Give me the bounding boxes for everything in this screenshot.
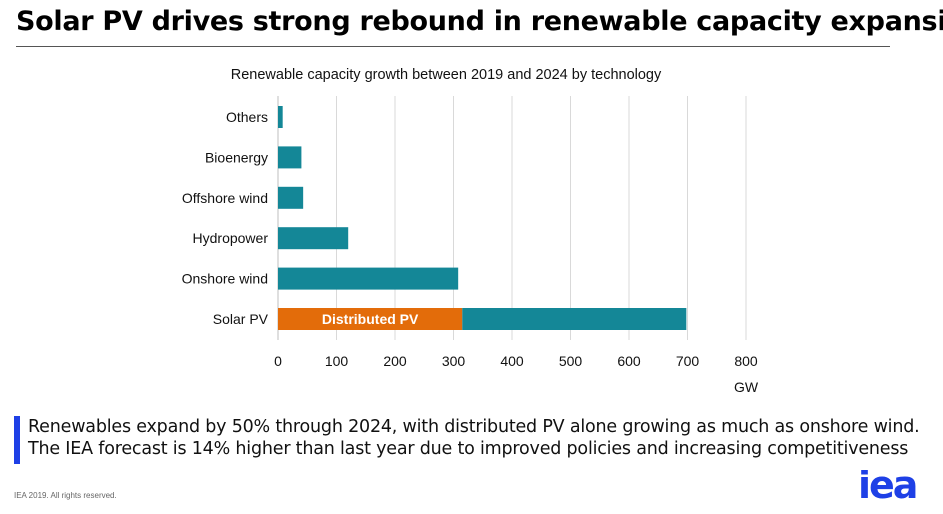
- bar-bioenergy-series-1: [278, 146, 302, 169]
- iea-logo: iea: [858, 470, 918, 502]
- x-tick-label: 300: [442, 353, 466, 369]
- title-divider: [16, 46, 890, 47]
- caption-callout: Renewables expand by 50% through 2024, w…: [14, 416, 920, 464]
- caption-line-1: Renewables expand by 50% through 2024, w…: [28, 417, 920, 437]
- category-label: Others: [226, 109, 268, 125]
- caption-line-2: The IEA forecast is 14% higher than last…: [28, 439, 909, 459]
- chart-title: Renewable capacity growth between 2019 a…: [231, 67, 662, 83]
- category-label: Onshore wind: [182, 271, 268, 287]
- x-axis-label: GW: [734, 379, 759, 395]
- bar-offshore-wind-series-1: [278, 186, 304, 209]
- logo-text: iea: [858, 470, 916, 502]
- copyright-note: IEA 2019. All rights reserved.: [14, 491, 117, 500]
- category-label: Offshore wind: [182, 190, 268, 206]
- bar-solar-pv-series-0: [278, 308, 463, 330]
- x-tick-label: 200: [383, 353, 407, 369]
- bar-annotation: Distributed PV: [322, 311, 419, 327]
- bar-others-series-1: [278, 106, 283, 128]
- category-label: Hydropower: [193, 230, 269, 246]
- x-tick-label: 800: [734, 353, 758, 369]
- category-label: Solar PV: [213, 311, 269, 327]
- x-tick-label: 0: [274, 353, 282, 369]
- category-label: Bioenergy: [205, 149, 268, 165]
- bar-chart: Renewable capacity growth between 2019 a…: [182, 67, 759, 395]
- x-tick-label: 700: [676, 353, 700, 369]
- bar-onshore-wind-series-1: [278, 267, 459, 290]
- bar-solar-pv-series-1: [462, 308, 687, 330]
- x-tick-label: 600: [617, 353, 641, 369]
- x-tick-label: 400: [500, 353, 524, 369]
- page-title: Solar PV drives strong rebound in renewa…: [16, 6, 943, 37]
- x-tick-label: 100: [325, 353, 349, 369]
- bar-hydropower-series-1: [278, 227, 349, 250]
- x-tick-label: 500: [559, 353, 583, 369]
